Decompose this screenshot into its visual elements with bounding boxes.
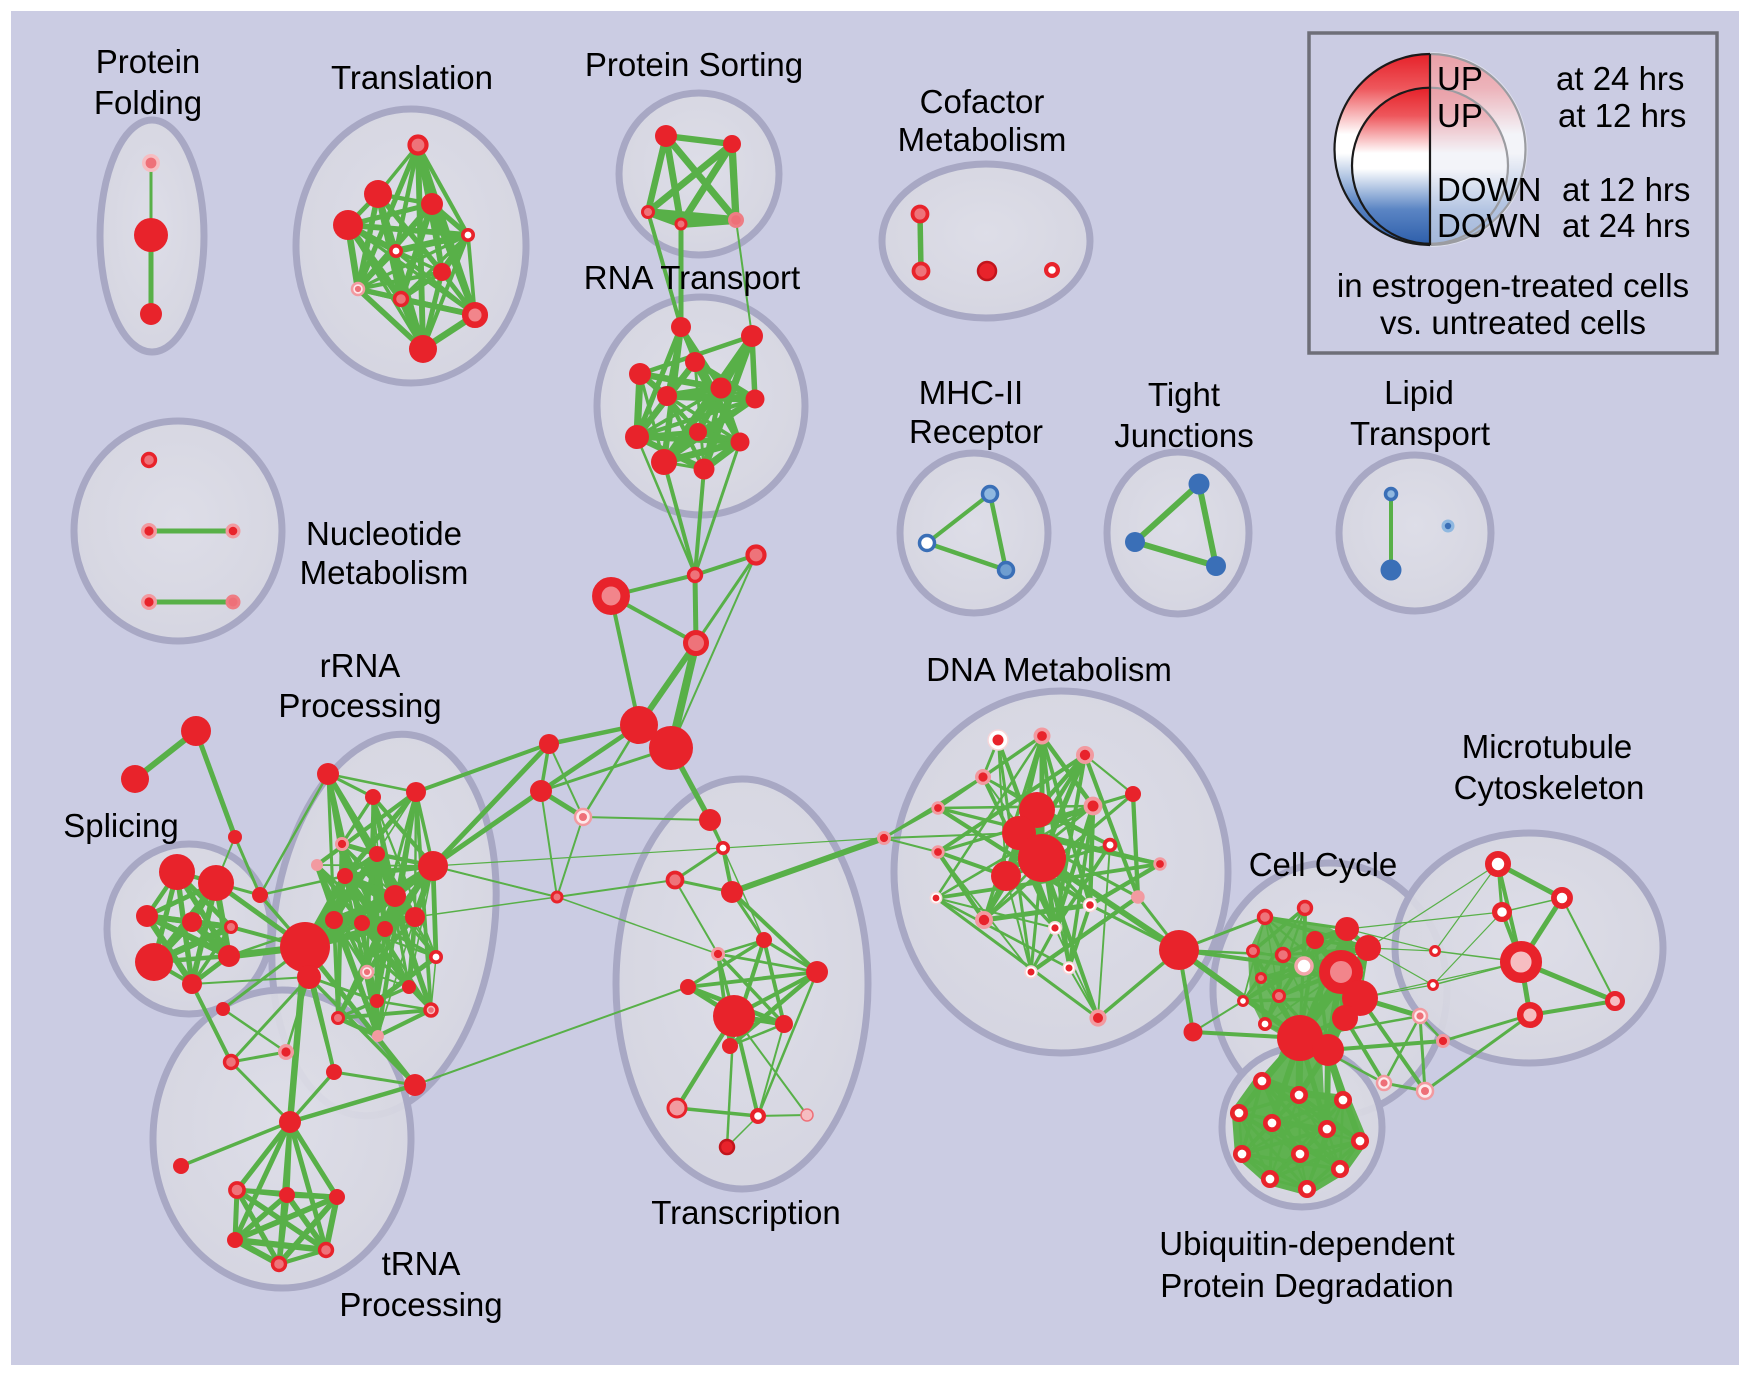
svg-text:Cofactor: Cofactor: [920, 83, 1045, 120]
svg-text:Protein: Protein: [96, 43, 201, 80]
svg-text:at 12 hrs: at 12 hrs: [1562, 171, 1690, 208]
svg-text:Splicing: Splicing: [63, 807, 179, 844]
svg-text:Transport: Transport: [1350, 415, 1490, 452]
svg-text:DNA Metabolism: DNA Metabolism: [926, 651, 1172, 688]
svg-text:tRNA: tRNA: [382, 1245, 461, 1282]
svg-text:Lipid: Lipid: [1384, 374, 1454, 411]
svg-text:vs. untreated cells: vs. untreated cells: [1380, 304, 1646, 341]
svg-text:Transcription: Transcription: [651, 1194, 841, 1231]
svg-text:DOWN: DOWN: [1437, 207, 1541, 244]
svg-text:DOWN: DOWN: [1437, 171, 1541, 208]
svg-text:Protein Sorting: Protein Sorting: [585, 46, 803, 83]
svg-text:at 24 hrs: at 24 hrs: [1562, 207, 1690, 244]
svg-text:MHC-II: MHC-II: [919, 374, 1023, 411]
svg-text:Junctions: Junctions: [1114, 417, 1253, 454]
svg-text:Ubiquitin-dependent: Ubiquitin-dependent: [1159, 1225, 1454, 1262]
svg-text:at 12 hrs: at 12 hrs: [1558, 97, 1686, 134]
svg-text:Cytoskeleton: Cytoskeleton: [1454, 769, 1645, 806]
svg-text:rRNA: rRNA: [320, 647, 401, 684]
svg-text:UP: UP: [1437, 97, 1483, 134]
svg-text:UP: UP: [1437, 60, 1483, 97]
svg-text:Translation: Translation: [331, 59, 493, 96]
svg-text:Protein Degradation: Protein Degradation: [1160, 1267, 1454, 1304]
svg-text:Nucleotide: Nucleotide: [306, 515, 462, 552]
svg-text:RNA Transport: RNA Transport: [584, 259, 800, 296]
svg-text:Folding: Folding: [94, 84, 202, 121]
svg-text:Microtubule: Microtubule: [1462, 728, 1633, 765]
svg-text:Receptor: Receptor: [909, 413, 1043, 450]
svg-text:Metabolism: Metabolism: [300, 554, 469, 591]
svg-text:at 24 hrs: at 24 hrs: [1556, 60, 1684, 97]
svg-text:Metabolism: Metabolism: [898, 121, 1067, 158]
svg-text:Cell Cycle: Cell Cycle: [1249, 846, 1398, 883]
svg-text:in estrogen-treated cells: in estrogen-treated cells: [1337, 267, 1689, 304]
svg-text:Tight: Tight: [1148, 376, 1220, 413]
svg-text:Processing: Processing: [339, 1286, 502, 1323]
svg-text:Processing: Processing: [278, 687, 441, 724]
